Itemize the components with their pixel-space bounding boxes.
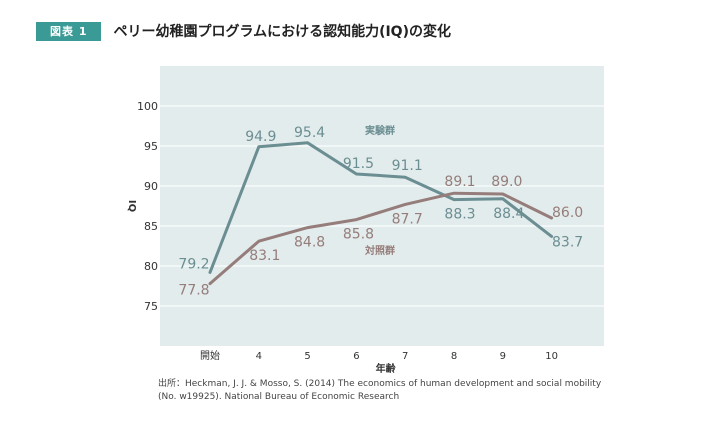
x-tick-label: 4: [256, 351, 262, 362]
series-line-control: [208, 191, 554, 286]
data-label-treatment: 94.9: [245, 129, 276, 145]
figure-title: ペリー幼稚園プログラムにおける認知能力(IQ)の変化: [113, 24, 451, 40]
y-tick-label: 85: [144, 220, 158, 233]
y-tick-label: 100: [137, 100, 158, 113]
x-tick-label: 6: [353, 351, 359, 362]
data-label-control: 89.1: [444, 174, 475, 190]
data-label-treatment: 83.7: [552, 234, 583, 250]
data-label-treatment: 95.4: [294, 125, 325, 141]
figure-header: 図表 1 ペリー幼稚園プログラムにおける認知能力(IQ)の変化: [36, 21, 451, 41]
x-tick-label: 9: [500, 351, 506, 362]
data-label-control: 85.8: [343, 227, 374, 243]
x-tick-label: 開始: [200, 349, 220, 362]
y-tick-label: 75: [144, 300, 158, 313]
data-label-treatment: 88.3: [444, 207, 475, 223]
figure-badge: 図表 1: [36, 21, 102, 41]
data-label-treatment: 79.2: [178, 256, 209, 272]
data-label-control: 84.8: [294, 235, 325, 251]
data-label-treatment: 88.4: [493, 206, 524, 222]
x-tick-label: 7: [402, 351, 408, 362]
plot-area: [160, 66, 604, 346]
data-label-control: 83.1: [249, 248, 280, 264]
x-tick-label: 5: [304, 351, 310, 362]
y-axis-title: IQ: [126, 200, 137, 212]
data-label-control: 86.0: [552, 205, 583, 221]
data-label-control: 77.8: [178, 283, 209, 299]
series-label-control: 対照群: [364, 244, 395, 257]
data-label-control: 87.7: [392, 211, 423, 227]
x-tick-label: 10: [545, 351, 558, 362]
series-line-treatment: [208, 141, 554, 274]
series-label-treatment: 実験群: [365, 124, 395, 137]
x-axis-title: 年齢: [376, 362, 397, 375]
y-tick-label: 90: [144, 180, 158, 193]
y-tick-label: 80: [144, 260, 158, 273]
data-label-treatment: 91.1: [392, 158, 423, 174]
y-tick-label: 95: [144, 140, 158, 153]
x-tick-label: 8: [451, 351, 457, 362]
source-note: 出所：Heckman, J. J. & Mosso, S. (2014) The…: [158, 379, 602, 402]
data-label-control: 89.0: [491, 174, 522, 190]
data-label-treatment: 91.5: [343, 156, 374, 172]
